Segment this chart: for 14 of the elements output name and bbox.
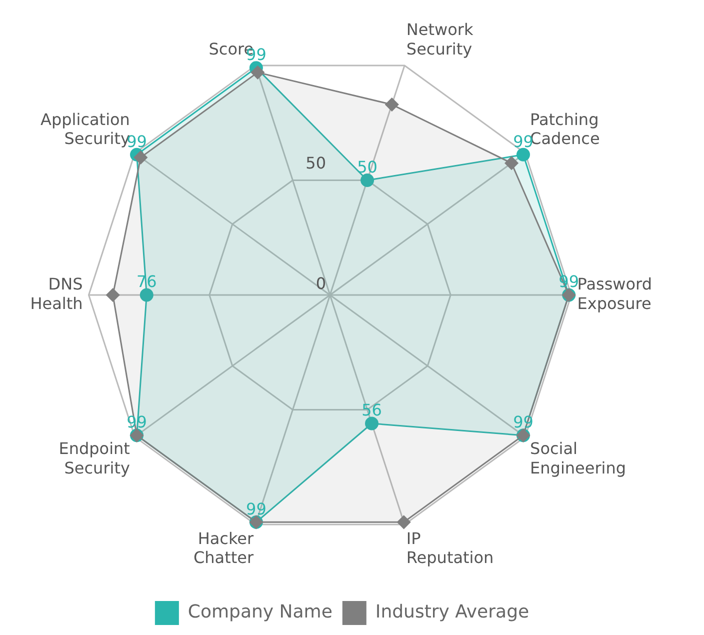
data-label: 50: [357, 157, 378, 176]
legend-label: Industry Average: [375, 602, 530, 623]
y-tick-label: 0: [316, 274, 326, 294]
spoke-label: Patching Cadence: [530, 110, 600, 148]
spoke-label: Endpoint Security: [58, 439, 130, 478]
spoke-label: Password Exposure: [577, 274, 652, 313]
data-label: 56: [362, 400, 382, 420]
legend-label: Company Name: [188, 602, 332, 623]
spoke-label: Network Security: [406, 20, 474, 58]
data-label: 99: [246, 499, 266, 518]
spoke-label: Social Engineering: [530, 439, 626, 478]
spoke-label: IP Reputation: [406, 528, 494, 568]
spoke-label: Hacker Chatter: [193, 528, 254, 568]
spoke-label: DNS Health: [30, 274, 83, 313]
